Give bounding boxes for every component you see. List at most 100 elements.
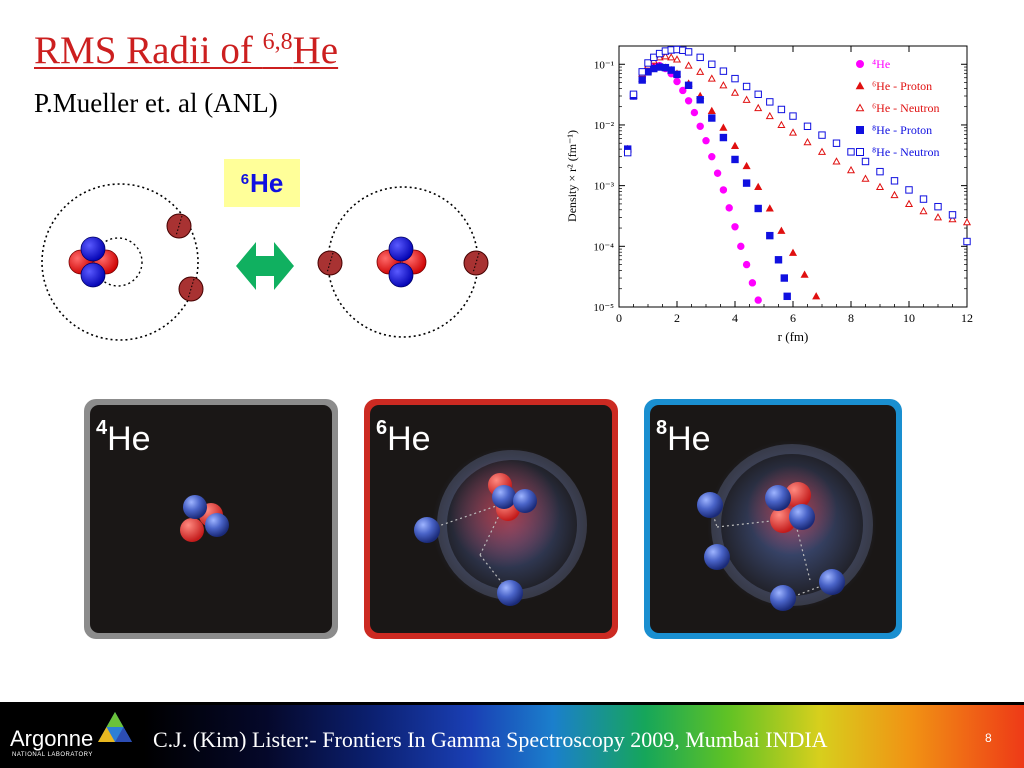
- data-point: [684, 81, 693, 90]
- data-point: [742, 161, 751, 170]
- card-he8-sup: 8: [656, 416, 668, 439]
- data-point: [948, 211, 957, 219]
- slide-subtitle: P.Mueller et. al (ANL): [34, 88, 278, 118]
- data-point: [812, 292, 821, 300]
- series-4: [624, 45, 971, 246]
- data-point: [673, 77, 681, 86]
- halo-neutron: [166, 213, 192, 239]
- halo-neutron: [697, 492, 723, 518]
- data-point: [754, 103, 763, 112]
- card-he6-element: He: [387, 420, 431, 458]
- neutron: [80, 262, 106, 288]
- data-point: [713, 169, 722, 177]
- data-point: [672, 55, 682, 63]
- data-point: [707, 106, 716, 115]
- neutron: [388, 262, 414, 288]
- halo-neutron: [178, 276, 204, 302]
- card-he6-label: 6He: [376, 417, 431, 459]
- data-point: [777, 120, 786, 129]
- data-point: [719, 67, 728, 75]
- data-point: [707, 74, 716, 82]
- data-point: [650, 53, 658, 62]
- data-point: [856, 126, 864, 134]
- legend-label: ⁶He - Neutron: [872, 101, 940, 115]
- data-point: [875, 182, 885, 191]
- data-point: [708, 60, 716, 68]
- card-he8: [644, 399, 902, 639]
- x-tick-label: 6: [790, 311, 796, 325]
- data-point: [832, 157, 841, 165]
- data-point: [788, 248, 798, 256]
- data-point: [731, 74, 739, 83]
- density-chart: 0 2 4 6 8 10 12 10⁻¹ 10⁻² 10⁻³ 10⁻⁴ 10⁻⁵ ⁴He ⁶He - P…: [565, 45, 973, 344]
- halo-nucleus-diagram: [41, 183, 489, 341]
- x-tick-label: 2: [674, 311, 680, 325]
- proton: [785, 482, 811, 508]
- data-point: [667, 66, 675, 74]
- card-he4-label: 4He: [96, 417, 151, 459]
- data-point: [861, 157, 870, 166]
- data-point: [962, 217, 972, 226]
- data-point: [766, 231, 774, 240]
- argonne-logo-subtext: NATIONAL LABORATORY: [12, 752, 93, 758]
- halo-neutron: [704, 544, 730, 570]
- legend-label: ⁴He: [872, 57, 890, 71]
- data-point: [719, 186, 728, 194]
- outer-orbit-left: [41, 183, 199, 341]
- x-tick-label: 8: [848, 311, 854, 325]
- data-point: [777, 105, 786, 114]
- data-point: [754, 90, 762, 98]
- card-he4: [84, 399, 338, 639]
- data-point: [803, 122, 812, 131]
- page-number: 8: [985, 731, 992, 745]
- data-point: [855, 103, 865, 112]
- data-point: [719, 81, 728, 89]
- data-point: [708, 114, 716, 122]
- footer-bar: [0, 702, 1024, 768]
- neutron: [183, 495, 207, 519]
- data-point: [861, 174, 870, 182]
- x-tick-label: 12: [961, 311, 973, 325]
- data-point: [684, 48, 693, 56]
- right-configuration: [317, 186, 489, 338]
- data-point: [737, 242, 745, 251]
- data-point: [629, 90, 638, 98]
- data-point: [855, 81, 865, 90]
- neutron: [513, 489, 537, 513]
- x-axis-label: r (fm): [778, 329, 809, 344]
- data-point: [638, 68, 646, 76]
- y-tick-label: 10⁻³: [594, 181, 615, 193]
- halo-neutron: [317, 250, 343, 276]
- neutron: [789, 504, 815, 530]
- neutron: [388, 236, 414, 262]
- neutron: [205, 513, 229, 537]
- data-point: [638, 76, 646, 84]
- data-point: [684, 61, 693, 69]
- data-point: [846, 165, 856, 174]
- data-point: [856, 60, 864, 68]
- title-element: He: [292, 29, 339, 72]
- data-point: [765, 111, 774, 120]
- neutron: [492, 485, 516, 509]
- data-point: [856, 148, 864, 156]
- neutron: [80, 236, 106, 262]
- y-tick-label: 10⁻⁴: [593, 241, 614, 253]
- data-point: [774, 256, 783, 264]
- plot-frame: [618, 45, 968, 308]
- y-tick-label: 10⁻⁵: [593, 302, 614, 314]
- he6-label-sup: 6: [240, 170, 250, 188]
- data-point: [783, 292, 791, 301]
- halo-neutron: [414, 517, 440, 543]
- footer-top-line: [0, 702, 1024, 705]
- data-point: [667, 53, 676, 61]
- legend-label: ⁸He - Proton: [872, 123, 932, 137]
- data-point: [800, 270, 809, 278]
- data-point: [719, 133, 728, 142]
- data-point: [696, 53, 704, 62]
- slide-title: RMS Radii of 6,8He: [34, 28, 338, 73]
- data-point: [817, 147, 827, 155]
- halo-neutron: [463, 250, 489, 276]
- y-tick-label: 10⁻²: [594, 120, 615, 132]
- data-point: [696, 122, 704, 131]
- data-point: [765, 204, 774, 212]
